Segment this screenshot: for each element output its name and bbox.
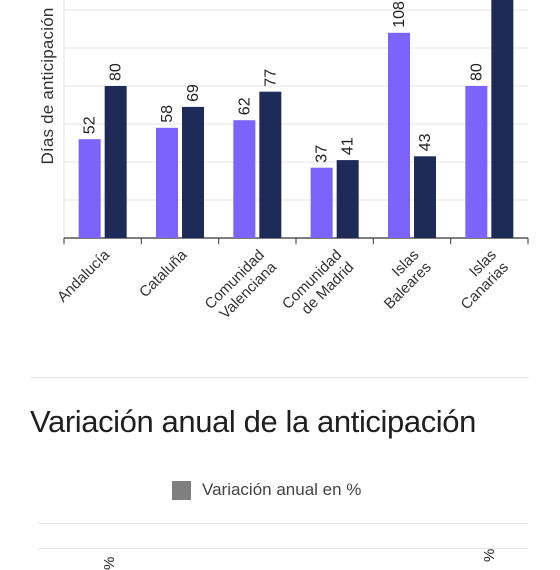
data-label: 108 — [391, 1, 408, 28]
legend-label: Variación anual en % — [202, 480, 362, 499]
bar — [414, 156, 436, 238]
bar — [465, 86, 488, 238]
x-tick-label: Andalucía — [54, 246, 114, 306]
bar — [388, 32, 410, 238]
data-label: 37 — [314, 145, 331, 163]
legend: Variación anual en % — [172, 480, 361, 500]
bar — [259, 91, 282, 238]
data-label: 52 — [82, 116, 99, 134]
data-label: 77 — [262, 69, 279, 87]
section-divider — [30, 377, 529, 378]
bar — [336, 160, 359, 238]
x-tick-label: ComunidadValenciana — [202, 246, 281, 325]
data-label: 62 — [236, 97, 253, 115]
data-label: 41 — [340, 137, 357, 155]
legend-swatch — [172, 480, 191, 500]
bar — [491, 0, 514, 238]
x-tick-label-line: Cataluña — [136, 246, 191, 301]
chart-title: Variación anual de la anticipación — [30, 404, 476, 439]
bar — [78, 139, 101, 238]
bar — [104, 86, 127, 238]
x-tick-label: IslasBaleares — [369, 247, 435, 313]
y-axis-label: Días de anticipación — [38, 7, 57, 165]
data-label: 43 — [417, 133, 434, 151]
x-tick-label: Comunidadde Madrid — [279, 247, 357, 325]
x-tick-label: IslasCanarias — [445, 247, 512, 314]
x-tick-label: Cataluña — [136, 246, 191, 301]
data-label-cut: % — [101, 556, 118, 570]
bar — [310, 167, 333, 238]
bar-chart-days: 52 80 Andalucía 58 69 Cataluña 62 77 ComunidadVa… — [54, 0, 529, 325]
gridline — [38, 523, 528, 524]
bar — [156, 127, 178, 238]
data-label: 80 — [468, 63, 485, 81]
bar — [233, 120, 256, 238]
x-tick-label-line: Andalucía — [54, 246, 114, 306]
bar — [182, 106, 204, 239]
gridline — [38, 548, 528, 549]
data-label: 69 — [185, 84, 202, 102]
data-label: 80 — [108, 63, 125, 81]
data-label: 58 — [159, 105, 176, 123]
